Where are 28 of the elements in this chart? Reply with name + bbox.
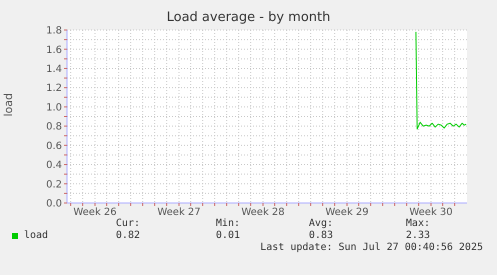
line-series [415, 31, 467, 130]
y-tick-label: 0.2 [46, 179, 62, 190]
x-tick-label: Week 28 [241, 207, 285, 218]
x-tick-label: Week 26 [73, 207, 117, 218]
y-tick-label: 0.4 [46, 160, 62, 172]
text: Last update: Sun Jul 27 00:40:56 2025 [260, 242, 483, 253]
legend-label: load [23, 230, 48, 241]
x-tick-label: Week 29 [325, 207, 369, 218]
chart-title: Load average - by month [166, 10, 332, 25]
text: 0.01 [214, 230, 240, 241]
y-tick-label: 1.8 [46, 26, 62, 37]
text: Max: [404, 218, 430, 229]
text: 0.83 [308, 230, 333, 241]
y-tick-label: 1.6 [46, 44, 62, 56]
y-tick-label: 0.8 [46, 122, 62, 133]
text: Avg: [308, 218, 333, 229]
text: Min: [214, 218, 240, 229]
text: 0.82 [114, 230, 140, 241]
y-tick-label: 0.0 [46, 198, 62, 210]
text: 2.33 [404, 230, 430, 241]
y-tick-label: 1.2 [46, 83, 62, 94]
y-axis-title: load [2, 92, 15, 116]
x-tick-label: Week 30 [409, 207, 453, 218]
y-tick-label: 0.6 [46, 140, 62, 152]
y-tick-label: 1.0 [46, 102, 62, 114]
x-tick-label: Week 27 [157, 207, 201, 218]
text: Cur: [114, 218, 140, 229]
y-tick-label: 1.4 [46, 64, 62, 75]
